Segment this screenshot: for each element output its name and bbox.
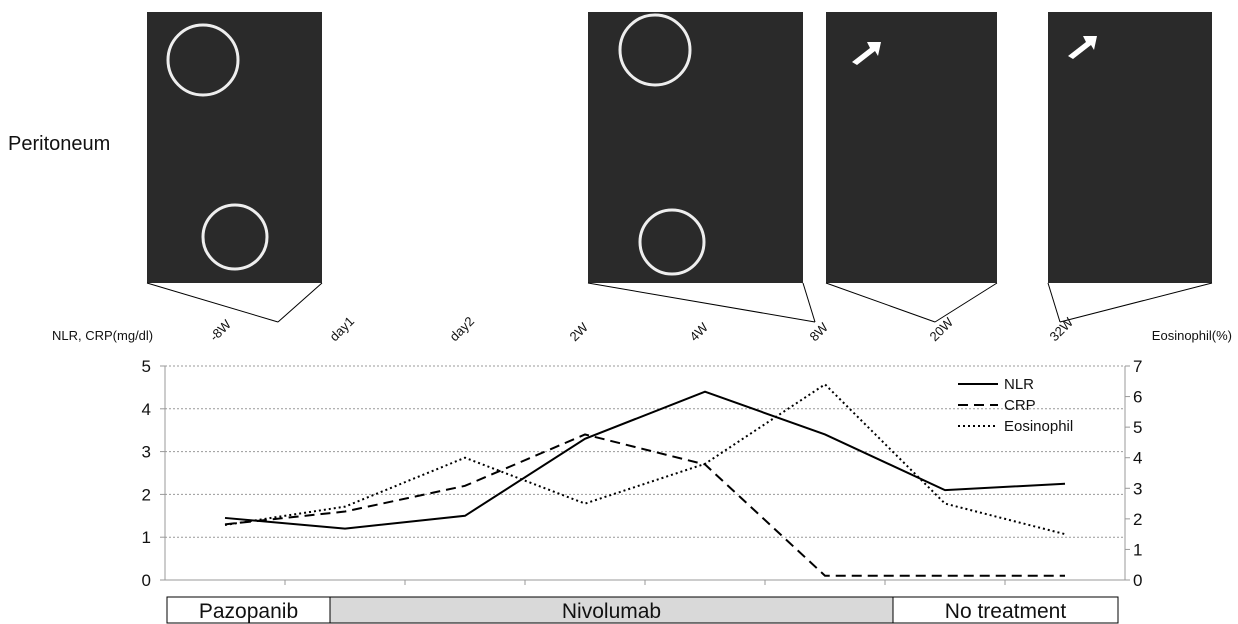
connector — [278, 283, 322, 322]
y-tick-label: 0 — [142, 571, 151, 590]
legend-label: Eosinophil — [1004, 418, 1073, 435]
connector — [1060, 283, 1212, 322]
line-series — [225, 384, 1065, 534]
x-tick-label: 20W — [927, 314, 957, 344]
x-tick-label: 4W — [687, 319, 712, 344]
y2-tick-label: 4 — [1133, 449, 1142, 468]
x-tick-label: day2 — [447, 314, 478, 345]
treatment-label: Pazopanib — [199, 600, 298, 623]
figure: Peritoneum NLR, CRP(mg/dl) Eosinophil(%)… — [0, 0, 1238, 624]
connector — [826, 283, 935, 322]
y2-tick-label: 0 — [1133, 571, 1142, 590]
y-tick-label: 5 — [142, 357, 151, 376]
connector — [1048, 283, 1060, 322]
y-axis-title: NLR, CRP(mg/dl) — [52, 328, 153, 343]
y2-tick-label: 3 — [1133, 479, 1142, 498]
ct-images — [147, 12, 1212, 322]
y2-tick-label: 5 — [1133, 418, 1142, 437]
y2-tick-label: 2 — [1133, 510, 1142, 529]
y-tick-label: 3 — [142, 443, 151, 462]
y2-axis-title: Eosinophil(%) — [1152, 328, 1232, 343]
connector — [588, 283, 815, 322]
x-tick-label: day1 — [327, 314, 358, 345]
y-tick-label: 1 — [142, 528, 151, 547]
y2-tick-label: 6 — [1133, 388, 1142, 407]
panel-label: Peritoneum — [8, 133, 110, 155]
connector — [147, 283, 278, 322]
ct-image — [826, 12, 997, 283]
x-tick-label: 2W — [567, 319, 592, 344]
legend-label: NLR — [1004, 376, 1034, 393]
y2-tick-label: 1 — [1133, 540, 1142, 559]
y-tick-label: 4 — [142, 400, 151, 419]
legend-label: CRP — [1004, 397, 1036, 414]
treatment-label: Nivolumab — [562, 600, 661, 623]
ct-image — [147, 12, 322, 283]
y2-tick-label: 7 — [1133, 357, 1142, 376]
connector — [803, 283, 815, 322]
x-tick-label: 8W — [807, 319, 832, 344]
y-tick-label: 2 — [142, 485, 151, 504]
x-tick-label: -8W — [207, 316, 235, 344]
treatment-label: No treatment — [945, 600, 1067, 623]
line-series — [225, 392, 1065, 529]
line-series — [225, 434, 1065, 575]
